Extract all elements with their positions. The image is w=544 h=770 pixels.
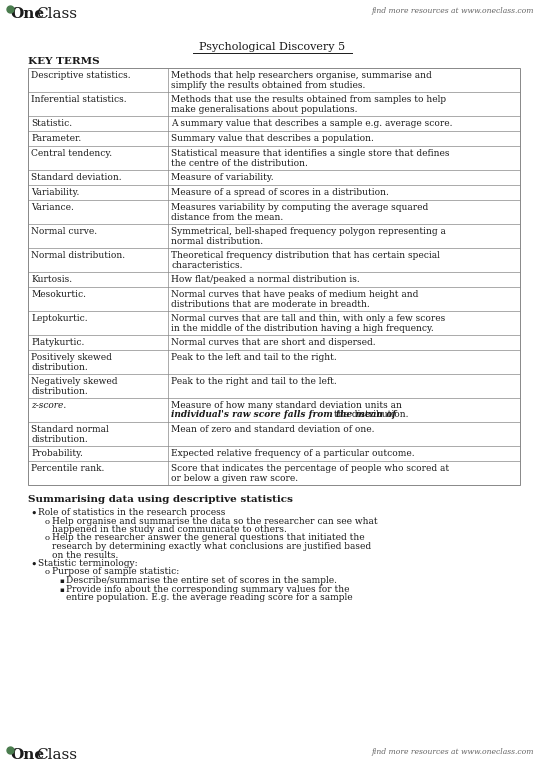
Text: Peak to the right and tail to the left.: Peak to the right and tail to the left. <box>171 377 337 386</box>
Text: One: One <box>10 748 44 762</box>
Text: find more resources at www.oneclass.com: find more resources at www.oneclass.com <box>372 7 534 15</box>
Text: the distribution.: the distribution. <box>331 410 408 419</box>
Text: Probability.: Probability. <box>31 449 83 458</box>
Text: KEY TERMS: KEY TERMS <box>28 57 100 66</box>
Text: Measure of a spread of scores in a distribution.: Measure of a spread of scores in a distr… <box>171 188 389 197</box>
Text: Normal curves that have peaks of medium height and
distributions that are modera: Normal curves that have peaks of medium … <box>171 290 418 310</box>
Text: Measure of variability.: Measure of variability. <box>171 173 274 182</box>
Text: Provide info about the corresponding summary values for the: Provide info about the corresponding sum… <box>66 584 349 594</box>
Text: happened in the study and communicate to others.: happened in the study and communicate to… <box>52 525 287 534</box>
Text: o: o <box>45 568 50 577</box>
Text: One: One <box>10 7 44 21</box>
Text: Class: Class <box>36 7 77 21</box>
Text: Normal distribution.: Normal distribution. <box>31 251 125 260</box>
Text: Mesokurtic.: Mesokurtic. <box>31 290 86 299</box>
Text: Statistic.: Statistic. <box>31 119 72 128</box>
Text: Measures variability by computing the average squared
distance from the mean.: Measures variability by computing the av… <box>171 203 428 223</box>
Text: A summary value that describes a sample e.g. average score.: A summary value that describes a sample … <box>171 119 453 128</box>
Text: Measure of how many standard deviation units an: Measure of how many standard deviation u… <box>171 401 402 410</box>
Text: Statistical measure that identifies a single store that defines
the centre of th: Statistical measure that identifies a si… <box>171 149 449 169</box>
Text: on the results.: on the results. <box>52 551 119 560</box>
Text: Kurtosis.: Kurtosis. <box>31 275 72 284</box>
Text: Parameter.: Parameter. <box>31 134 81 143</box>
Text: Expected relative frequency of a particular outcome.: Expected relative frequency of a particu… <box>171 449 415 458</box>
Text: Psychological Discovery 5: Psychological Discovery 5 <box>199 42 345 52</box>
Text: Purpose of sample statistic:: Purpose of sample statistic: <box>52 567 180 577</box>
Text: Central tendency.: Central tendency. <box>31 149 112 158</box>
Text: ▪: ▪ <box>59 585 64 594</box>
Text: Help the researcher answer the general questions that initiated the: Help the researcher answer the general q… <box>52 534 364 543</box>
Text: z-score.: z-score. <box>31 401 66 410</box>
Text: Summary value that describes a population.: Summary value that describes a populatio… <box>171 134 374 143</box>
Text: entire population. E.g. the average reading score for a sample: entire population. E.g. the average read… <box>66 593 353 602</box>
Text: Variability.: Variability. <box>31 188 79 197</box>
Text: Theoretical frequency distribution that has certain special
characteristics.: Theoretical frequency distribution that … <box>171 251 440 270</box>
Text: Class: Class <box>36 748 77 762</box>
Text: Mean of zero and standard deviation of one.: Mean of zero and standard deviation of o… <box>171 425 374 434</box>
Text: Percentile rank.: Percentile rank. <box>31 464 104 473</box>
Text: Standard normal
distribution.: Standard normal distribution. <box>31 425 109 444</box>
Text: •: • <box>30 509 36 519</box>
Text: find more resources at www.oneclass.com: find more resources at www.oneclass.com <box>372 748 534 756</box>
Text: Normal curve.: Normal curve. <box>31 227 97 236</box>
Text: Statistic terminology:: Statistic terminology: <box>38 559 138 568</box>
Text: o: o <box>45 517 50 525</box>
Text: Descriptive statistics.: Descriptive statistics. <box>31 71 131 80</box>
Text: research by determining exactly what conclusions are justified based: research by determining exactly what con… <box>52 542 371 551</box>
Text: Normal curves that are tall and thin, with only a few scores
in the middle of th: Normal curves that are tall and thin, wi… <box>171 314 445 333</box>
Text: Score that indicates the percentage of people who scored at
or below a given raw: Score that indicates the percentage of p… <box>171 464 449 484</box>
Text: Negatively skewed
distribution.: Negatively skewed distribution. <box>31 377 118 397</box>
Text: o: o <box>45 534 50 543</box>
Bar <box>28 68 520 485</box>
Text: Describe/summarise the entire set of scores in the sample.: Describe/summarise the entire set of sco… <box>66 576 337 585</box>
Text: How flat/peaked a normal distribution is.: How flat/peaked a normal distribution is… <box>171 275 360 284</box>
Text: Methods that help researchers organise, summarise and
simplify the results obtai: Methods that help researchers organise, … <box>171 71 432 90</box>
Text: Help organise and summarise the data so the researcher can see what: Help organise and summarise the data so … <box>52 517 378 525</box>
Text: Leptokurtic.: Leptokurtic. <box>31 314 88 323</box>
Text: Positively skewed
distribution.: Positively skewed distribution. <box>31 353 112 373</box>
Text: •: • <box>30 560 36 570</box>
Text: Platykurtic.: Platykurtic. <box>31 338 84 347</box>
Text: Role of statistics in the research process: Role of statistics in the research proce… <box>38 508 225 517</box>
Text: Peak to the left and tail to the right.: Peak to the left and tail to the right. <box>171 353 337 362</box>
Text: Standard deviation.: Standard deviation. <box>31 173 122 182</box>
Text: Variance.: Variance. <box>31 203 74 212</box>
Text: Methods that use the results obtained from samples to help
make generalisations : Methods that use the results obtained fr… <box>171 95 446 115</box>
Text: Inferential statistics.: Inferential statistics. <box>31 95 127 104</box>
Text: ▪: ▪ <box>59 577 64 585</box>
Text: Symmetrical, bell-shaped frequency polygon representing a
normal distribution.: Symmetrical, bell-shaped frequency polyg… <box>171 227 446 246</box>
Text: individual's raw score falls from the mean of: individual's raw score falls from the me… <box>171 410 396 419</box>
Text: Normal curves that are short and dispersed.: Normal curves that are short and dispers… <box>171 338 375 347</box>
Text: Summarising data using descriptive statistics: Summarising data using descriptive stati… <box>28 495 293 504</box>
